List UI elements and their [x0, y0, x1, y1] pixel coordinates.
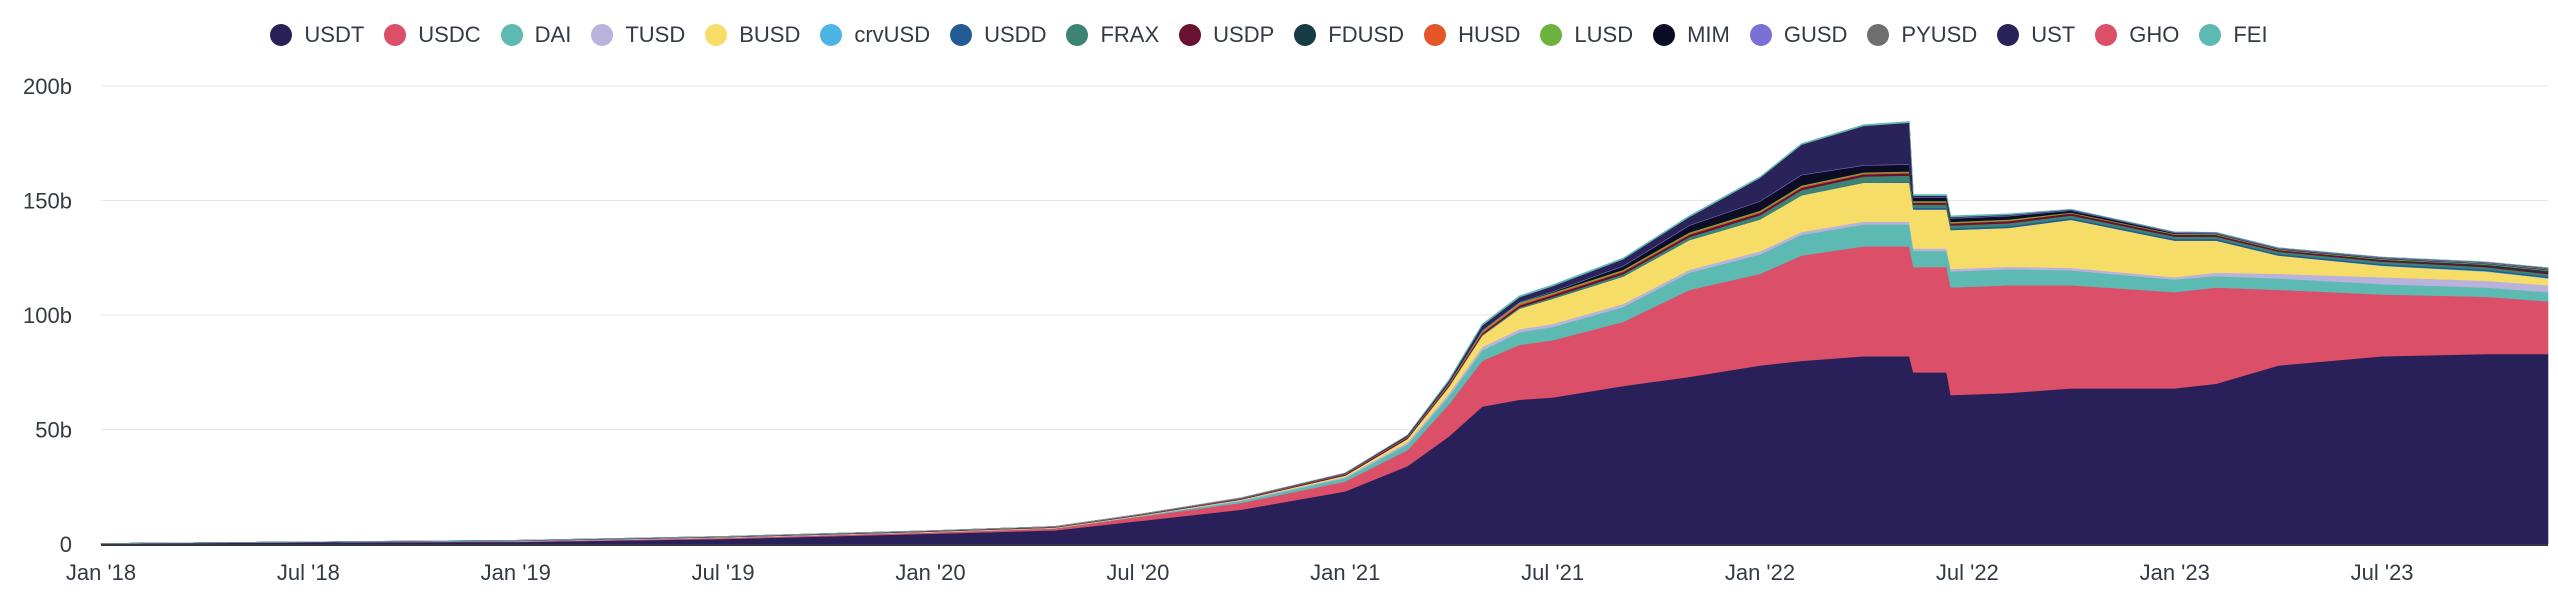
axes: 0 50b 100b 150b 200b Jan '18 Jul '18 Jan '19 Jul… [23, 74, 2548, 585]
x-tick-label: Jan '23 [2140, 560, 2210, 585]
legend-item-crvusd[interactable]: crvUSD [820, 22, 930, 48]
legend-label-lusd: LUSD [1574, 22, 1634, 47]
x-tick-label: Jan '22 [1725, 560, 1795, 585]
y-tick-label: 150b [23, 189, 72, 214]
area-series-fei[interactable] [100, 121, 2549, 544]
legend-item-usdp[interactable]: USDP [1179, 22, 1274, 48]
legend-item-gho[interactable]: GHO [2095, 22, 2179, 48]
legend-label-tusd: TUSD [625, 22, 686, 47]
legend-label-usdd: USDD [984, 22, 1047, 47]
legend-item-tusd[interactable]: TUSD [591, 22, 685, 48]
x-tick-label: Jul '22 [1936, 560, 1999, 585]
legend-label-usdt: USDT [304, 22, 365, 47]
legend-item-lusd[interactable]: LUSD [1540, 22, 1633, 48]
legend-item-ust[interactable]: UST [1997, 22, 2075, 48]
legend-swatch-busd [705, 24, 728, 46]
x-tick-label: Jul '18 [277, 560, 340, 585]
legend-item-fei[interactable]: FEI [2199, 22, 2268, 48]
legend-label-gusd: GUSD [1783, 22, 1848, 47]
legend-label-dai: DAI [534, 22, 572, 47]
legend-label-frax: FRAX [1100, 22, 1160, 47]
x-tick-label: Jan '21 [1310, 560, 1380, 585]
legend-item-pyusd[interactable]: PYUSD [1867, 22, 1977, 48]
legend-item-dai[interactable]: DAI [500, 22, 572, 48]
y-tick-label: 50b [35, 418, 72, 443]
legend-item-frax[interactable]: FRAX [1066, 22, 1159, 48]
legend-label-usdp: USDP [1213, 22, 1275, 47]
legend-label-fei: FEI [2233, 22, 2268, 47]
legend-swatch-crvusd [820, 24, 843, 46]
legend-swatch-dai [500, 24, 523, 46]
legend-swatch-fdusd [1294, 24, 1317, 46]
legend-item-usdd[interactable]: USDD [950, 22, 1046, 48]
chart-legend: USDT USDC DAI TUSD BUSD crvUSD USDD FRAX USDP FDU… [0, 22, 2558, 48]
legend-item-usdt[interactable]: USDT [270, 22, 364, 48]
legend-label-ust: UST [2031, 22, 2076, 47]
legend-label-fdusd: FDUSD [1328, 22, 1405, 47]
legend-label-husd: HUSD [1458, 22, 1521, 47]
x-tick-label: Jul '20 [1106, 560, 1169, 585]
y-tick-label: 0 [60, 532, 72, 557]
legend-label-gho: GHO [2129, 22, 2180, 47]
legend-label-mim: MIM [1687, 22, 1730, 47]
legend-swatch-tusd [591, 24, 614, 46]
legend-label-busd: BUSD [739, 22, 801, 47]
legend-swatch-usdt [270, 24, 293, 46]
x-tick-label: Jan '20 [895, 560, 965, 585]
x-tick-label: Jul '21 [1521, 560, 1584, 585]
y-tick-label: 200b [23, 74, 72, 99]
legend-item-husd[interactable]: HUSD [1424, 22, 1520, 48]
stacked-areas [100, 121, 2549, 545]
legend-label-pyusd: PYUSD [1901, 22, 1978, 47]
legend-swatch-gusd [1749, 24, 1772, 46]
legend-swatch-fei [2199, 24, 2222, 46]
x-tick-label: Jan '19 [481, 560, 551, 585]
legend-item-gusd[interactable]: GUSD [1749, 22, 1848, 48]
legend-item-busd[interactable]: BUSD [705, 22, 800, 48]
x-tick-label: Jan '18 [66, 560, 136, 585]
legend-item-fdusd[interactable]: FDUSD [1294, 22, 1404, 48]
legend-swatch-gho [2095, 24, 2118, 46]
legend-swatch-usdd [950, 24, 973, 46]
legend-item-usdc[interactable]: USDC [384, 22, 481, 48]
y-tick-label: 100b [23, 303, 72, 328]
legend-item-mim[interactable]: MIM [1653, 22, 1730, 48]
legend-swatch-husd [1424, 24, 1447, 46]
legend-swatch-usdc [384, 24, 407, 46]
legend-label-usdc: USDC [418, 22, 481, 47]
legend-swatch-pyusd [1867, 24, 1890, 46]
x-tick-label: Jul '23 [2351, 560, 2414, 585]
legend-swatch-frax [1066, 24, 1089, 46]
legend-swatch-lusd [1540, 24, 1563, 46]
legend-swatch-ust [1997, 24, 2020, 46]
legend-swatch-usdp [1179, 24, 1202, 46]
legend-label-crvusd: crvUSD [854, 22, 931, 47]
x-tick-label: Jul '19 [692, 560, 755, 585]
legend-swatch-mim [1653, 24, 1676, 46]
